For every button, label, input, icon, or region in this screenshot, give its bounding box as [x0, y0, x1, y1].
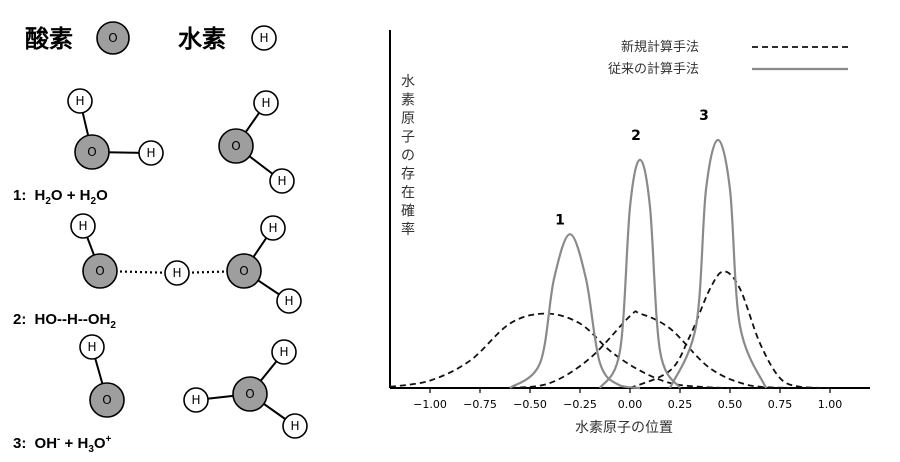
svg-text:H: H	[87, 340, 96, 354]
x-tick-label: −0.25	[563, 398, 597, 411]
x-tick-label: 1.00	[818, 398, 843, 411]
hydroxide-ion: O H	[79, 334, 125, 418]
svg-text:H: H	[268, 221, 277, 235]
svg-text:O: O	[239, 264, 248, 278]
svg-text:H: H	[172, 266, 181, 280]
svg-text:H: H	[290, 419, 299, 433]
molecule-panel: 酸素 O 水素 H O H H O H H 1: H2O + H2O	[0, 0, 380, 462]
oxygen-legend-label: 酸素	[25, 25, 73, 53]
svg-text:H: H	[78, 219, 87, 233]
svg-text:O: O	[87, 145, 96, 159]
hydroxide-molecule-2b: O H H	[226, 215, 302, 314]
chart-curves	[389, 138, 831, 390]
svg-text:H: H	[75, 94, 84, 108]
legend-label-1: 新規計算手法	[621, 39, 699, 55]
caption-2: 2: HO--H--OH2	[13, 311, 116, 331]
svg-text:O: O	[245, 387, 254, 401]
svg-text:H: H	[277, 174, 286, 188]
hydrogen-legend-symbol: H	[259, 31, 268, 45]
new-method-curve-2	[509, 310, 791, 389]
svg-text:H: H	[191, 393, 200, 407]
water-molecule-1a: O H H	[67, 88, 164, 170]
new-method-curve-1	[389, 312, 790, 389]
x-tick-label: 0.50	[718, 398, 743, 411]
conventional-method-curve-1	[509, 233, 641, 390]
svg-text:H: H	[146, 146, 155, 160]
peak-label-2: 2	[631, 128, 641, 144]
x-axis-label: 水素原子の位置	[575, 420, 673, 436]
svg-text:H: H	[279, 345, 288, 359]
peak-labels: 1 2 3	[555, 108, 709, 228]
new-method-curve-3	[629, 270, 831, 389]
svg-text:H: H	[284, 294, 293, 308]
x-tick-label: −1.00	[413, 398, 447, 411]
x-tick-label: 0.25	[668, 398, 693, 411]
conventional-method-curve-2	[599, 158, 681, 389]
peak-label-3: 3	[699, 108, 709, 124]
hydrogen-legend-atom: H	[251, 25, 277, 51]
hydrogen-legend-label: 水素	[178, 25, 226, 53]
x-tick-label: −0.75	[463, 398, 497, 411]
hydronium-ion: O H H H	[183, 339, 308, 439]
y-axis-label: 水素原子の存在確率	[401, 74, 415, 238]
x-tick-label: 0.00	[618, 398, 643, 411]
conventional-method-curve-3	[668, 138, 768, 389]
probability-chart-panel: −1.00 −0.75 −0.50 −0.25 0.00 0.25 0.50 0.75 1.00…	[380, 0, 900, 462]
oxygen-legend-atom: O	[96, 21, 130, 55]
x-tick-label: −0.50	[513, 398, 547, 411]
svg-text:O: O	[95, 264, 104, 278]
caption-3: 3: OH- + H3O+	[13, 434, 112, 455]
peak-label-1: 1	[555, 212, 565, 228]
svg-text:O: O	[102, 393, 111, 407]
hydroxide-molecule-2a: O H	[70, 213, 178, 289]
probability-chart: −1.00 −0.75 −0.50 −0.25 0.00 0.25 0.50 0.75 1.00…	[389, 30, 870, 436]
oxygen-legend-symbol: O	[108, 31, 117, 45]
legend-label-2: 従来の計算手法	[608, 61, 699, 77]
caption-1: 1: H2O + H2O	[13, 187, 108, 207]
svg-text:O: O	[231, 139, 240, 153]
water-molecule-1b: O H H	[218, 90, 295, 194]
x-tick-label: 0.75	[768, 398, 793, 411]
molecule-diagram: 酸素 O 水素 H O H H O H H 1: H2O + H2O	[13, 21, 308, 455]
svg-text:H: H	[261, 96, 270, 110]
x-axis-ticks: −1.00 −0.75 −0.50 −0.25 0.00 0.25 0.50 0.75 1.00	[413, 388, 842, 411]
